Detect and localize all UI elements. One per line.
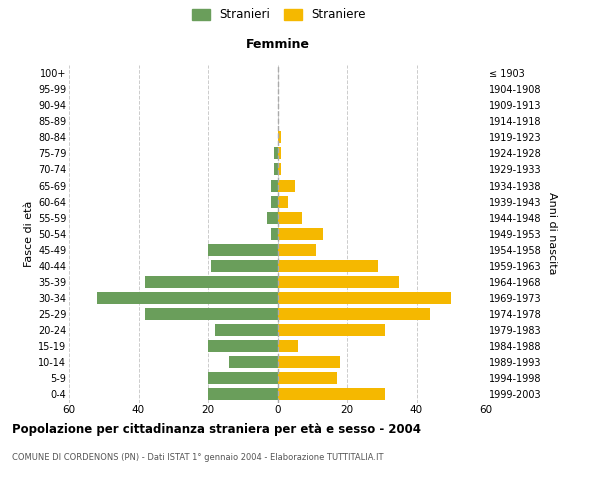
Bar — [277, 228, 323, 240]
Bar — [208, 244, 277, 256]
Bar — [274, 164, 277, 175]
Bar — [277, 308, 430, 320]
Bar — [277, 388, 385, 400]
Bar — [277, 244, 316, 256]
Bar — [211, 260, 277, 272]
Bar — [277, 196, 288, 207]
Bar — [277, 148, 281, 160]
Bar — [145, 276, 277, 288]
Bar — [97, 292, 277, 304]
Bar — [145, 308, 277, 320]
Y-axis label: Fasce di età: Fasce di età — [23, 200, 34, 267]
Bar — [277, 132, 281, 143]
Bar — [271, 196, 277, 207]
Y-axis label: Anni di nascita: Anni di nascita — [547, 192, 557, 275]
Bar — [277, 356, 340, 368]
Bar — [277, 164, 281, 175]
Bar — [208, 372, 277, 384]
Bar — [274, 148, 277, 160]
Bar — [277, 180, 295, 192]
Text: COMUNE DI CORDENONS (PN) - Dati ISTAT 1° gennaio 2004 - Elaborazione TUTTITALIA.: COMUNE DI CORDENONS (PN) - Dati ISTAT 1°… — [12, 452, 383, 462]
Bar — [277, 212, 302, 224]
Bar — [277, 292, 451, 304]
Bar — [277, 340, 298, 352]
Bar — [277, 372, 337, 384]
Text: Popolazione per cittadinanza straniera per età e sesso - 2004: Popolazione per cittadinanza straniera p… — [12, 422, 421, 436]
Bar — [277, 260, 378, 272]
Bar — [229, 356, 277, 368]
Bar — [271, 180, 277, 192]
Bar — [208, 388, 277, 400]
Text: Femmine: Femmine — [245, 38, 310, 52]
Bar — [277, 324, 385, 336]
Bar — [271, 228, 277, 240]
Legend: Stranieri, Straniere: Stranieri, Straniere — [192, 8, 366, 22]
Bar — [208, 340, 277, 352]
Bar — [215, 324, 277, 336]
Bar — [267, 212, 277, 224]
Bar — [277, 276, 399, 288]
